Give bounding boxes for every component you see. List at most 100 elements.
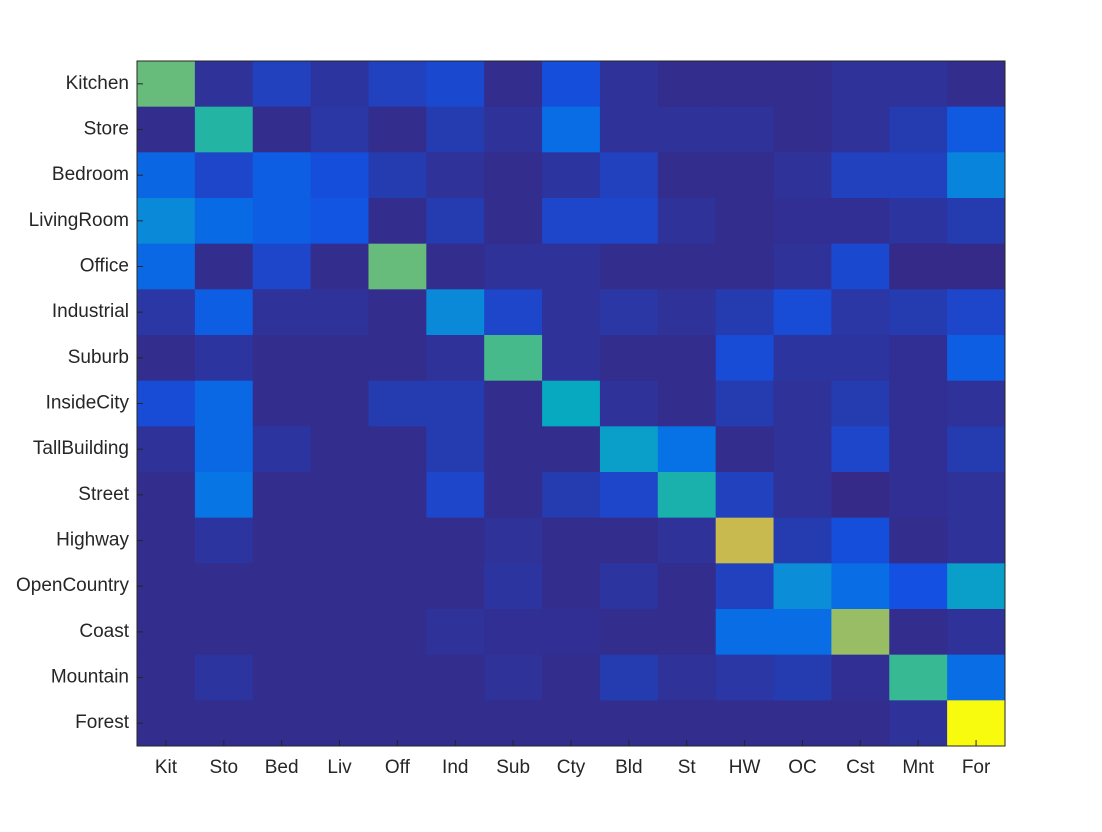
- heat-cell: [715, 380, 775, 427]
- heat-cell: [310, 243, 369, 290]
- heat-cell: [137, 472, 196, 519]
- heat-cell: [889, 426, 948, 473]
- heat-cell: [542, 609, 601, 656]
- heat-cell: [889, 380, 948, 427]
- heat-cell: [252, 609, 312, 656]
- x-tick-label: St: [678, 757, 697, 778]
- heat-cell: [599, 609, 659, 656]
- heat-cell: [194, 198, 254, 245]
- heat-cell: [137, 563, 196, 610]
- heat-cell: [947, 198, 1006, 245]
- heat-cell: [368, 517, 427, 564]
- heat-cell: [715, 152, 775, 199]
- y-tick-label: Bedroom: [52, 164, 129, 185]
- heat-cell: [484, 243, 543, 290]
- heat-cell: [310, 563, 369, 610]
- heat-cell: [947, 426, 1006, 473]
- heat-cell: [715, 472, 775, 519]
- heat-cell: [368, 563, 427, 610]
- heat-cell: [542, 426, 601, 473]
- heat-cell: [368, 426, 427, 473]
- heat-cell: [773, 243, 832, 290]
- heat-cell: [542, 654, 601, 701]
- heat-cell: [252, 472, 312, 519]
- heat-cell: [599, 472, 659, 519]
- heat-cell: [252, 198, 312, 245]
- heat-cell: [889, 289, 948, 336]
- heat-cell: [252, 106, 312, 153]
- heat-cell: [773, 198, 832, 245]
- heat-cell: [310, 517, 369, 564]
- heat-cell: [484, 380, 543, 427]
- heat-cell: [310, 335, 369, 382]
- heat-cell: [831, 563, 890, 610]
- heat-cell: [657, 517, 717, 564]
- heat-cell: [310, 609, 369, 656]
- heat-cell: [715, 517, 775, 564]
- heat-cell: [947, 563, 1006, 610]
- x-tick-label: Cst: [846, 757, 875, 778]
- x-tick-label: Mnt: [902, 757, 934, 778]
- heat-cell: [368, 654, 427, 701]
- heat-cell: [137, 198, 196, 245]
- heat-cell: [484, 198, 543, 245]
- heat-cell: [657, 609, 717, 656]
- heat-cell: [426, 517, 485, 564]
- heat-cell: [947, 335, 1006, 382]
- heat-cell: [773, 380, 832, 427]
- heat-cell: [947, 700, 1006, 747]
- heat-cell: [194, 426, 254, 473]
- heat-cell: [599, 243, 659, 290]
- heat-cell: [426, 654, 485, 701]
- heat-cell: [599, 106, 659, 153]
- heat-cell: [889, 700, 948, 747]
- heat-cell: [657, 380, 717, 427]
- heat-cell: [310, 654, 369, 701]
- x-tick-label: Ind: [442, 757, 468, 778]
- heat-cell: [368, 289, 427, 336]
- heat-cell: [484, 517, 543, 564]
- heat-cell: [773, 654, 832, 701]
- heat-cell: [137, 517, 196, 564]
- heat-cell: [194, 517, 254, 564]
- heat-cell: [657, 243, 717, 290]
- heat-cell: [831, 152, 890, 199]
- heat-cell: [484, 700, 543, 747]
- heat-cell: [599, 700, 659, 747]
- heat-cell: [831, 106, 890, 153]
- heat-cell: [657, 335, 717, 382]
- heat-cell: [426, 472, 485, 519]
- heat-cell: [947, 152, 1006, 199]
- y-tick-label: TallBuilding: [33, 438, 129, 459]
- heat-cell: [831, 289, 890, 336]
- x-tick-label: OC: [788, 757, 817, 778]
- heat-cell: [542, 198, 601, 245]
- heat-cell: [831, 472, 890, 519]
- heat-cell: [773, 106, 832, 153]
- heat-cell: [947, 380, 1006, 427]
- heat-cell: [773, 563, 832, 610]
- heat-cell: [542, 563, 601, 610]
- y-tick-label: Coast: [79, 621, 129, 642]
- y-tick-label: InsideCity: [46, 393, 130, 414]
- heat-cell: [947, 289, 1006, 336]
- heat-cell: [773, 426, 832, 473]
- heat-cell: [194, 335, 254, 382]
- heat-cell: [426, 380, 485, 427]
- heat-cell: [426, 563, 485, 610]
- heat-cell: [542, 700, 601, 747]
- heat-cell: [194, 472, 254, 519]
- heat-cell: [773, 700, 832, 747]
- heat-cell: [889, 61, 948, 108]
- heat-cell: [599, 563, 659, 610]
- heat-cell: [773, 61, 832, 108]
- heat-cell: [715, 289, 775, 336]
- heat-cell: [831, 61, 890, 108]
- heat-cell: [252, 380, 312, 427]
- heat-cell: [137, 335, 196, 382]
- heat-cell: [889, 106, 948, 153]
- heat-cell: [368, 472, 427, 519]
- heat-cell: [137, 289, 196, 336]
- heat-cell: [657, 289, 717, 336]
